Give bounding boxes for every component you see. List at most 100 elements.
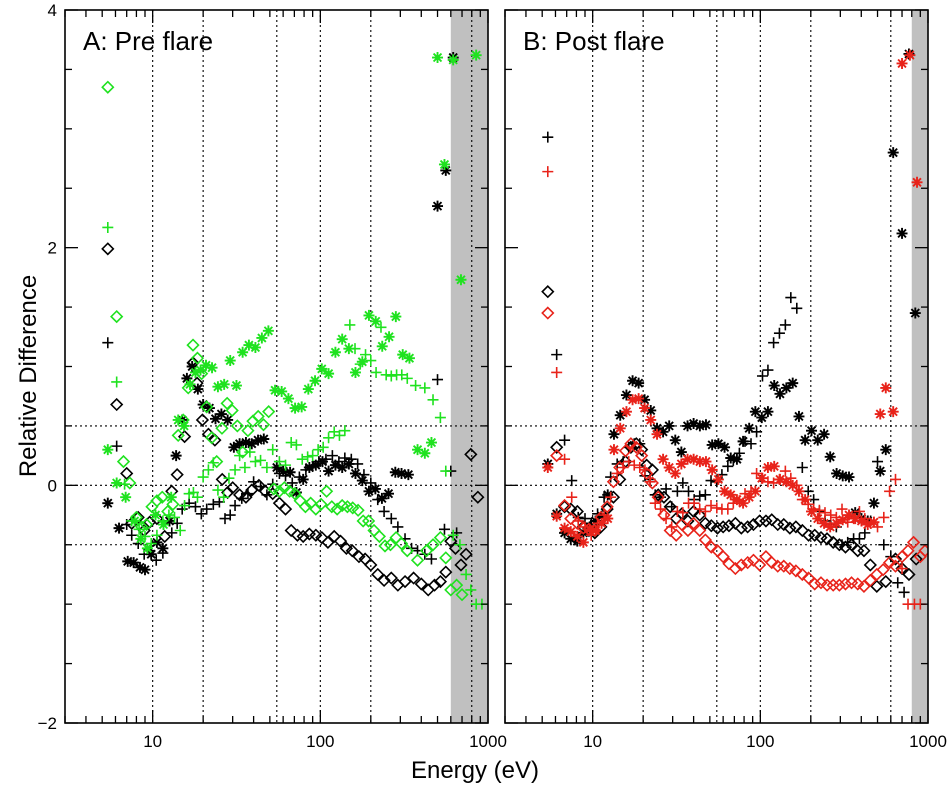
diamond-marker [345, 544, 359, 558]
diamond-marker [857, 579, 871, 593]
diamond-marker [693, 523, 707, 538]
asterisk-marker [402, 469, 414, 481]
asterisk-marker [134, 561, 146, 573]
diamond-marker [241, 424, 255, 438]
asterisk-marker [139, 564, 151, 576]
plus-marker [694, 490, 706, 502]
plus-marker [267, 444, 279, 456]
plus-marker [133, 523, 145, 535]
diamond-marker [419, 544, 434, 558]
diamond-marker [352, 550, 366, 564]
asterisk-marker [657, 426, 669, 438]
plus-marker [242, 488, 254, 500]
diamond-marker [427, 578, 442, 592]
plus-marker [401, 372, 413, 384]
diamond-marker [564, 511, 578, 526]
diamond-marker [459, 547, 473, 561]
asterisk-marker [102, 497, 114, 509]
x-tick-label: 1000 [469, 732, 507, 751]
diamond-marker [252, 478, 266, 492]
plus-marker [872, 456, 884, 468]
asterisk-marker [645, 414, 657, 426]
asterisk-marker [675, 458, 687, 470]
plus-marker [249, 456, 261, 468]
asterisk-marker [269, 384, 281, 396]
asterisk-marker [256, 332, 268, 344]
plus-marker [859, 527, 871, 539]
plus-marker [440, 465, 452, 477]
asterisk-marker [542, 462, 554, 474]
diamond-marker [288, 487, 302, 501]
diamond-marker [123, 476, 137, 490]
asterisk-marker [383, 331, 395, 343]
asterisk-marker [651, 422, 663, 434]
asterisk-marker [129, 515, 141, 527]
diamond-marker [364, 558, 378, 572]
asterisk-marker [849, 507, 861, 519]
asterisk-marker [633, 377, 645, 389]
plus-marker [280, 459, 292, 471]
diamond-marker [752, 558, 767, 572]
plus-marker [419, 382, 431, 394]
plus-marker [378, 505, 390, 517]
asterisk-marker [806, 425, 818, 437]
asterisk-marker [329, 346, 341, 358]
plus-marker [559, 453, 571, 465]
plus-marker [842, 536, 854, 548]
plus-marker [460, 568, 472, 580]
plus-marker [836, 539, 848, 551]
diamond-marker [394, 536, 409, 551]
asterisk-marker [163, 515, 175, 527]
plus-marker [224, 509, 236, 521]
plus-marker [202, 464, 214, 476]
diamond-marker [400, 544, 414, 558]
plus-marker [768, 337, 780, 349]
plus-marker [392, 521, 404, 533]
x-tick-label: 100 [746, 732, 774, 751]
asterisk-marker [688, 418, 700, 430]
asterisk-marker [620, 406, 632, 418]
asterisk-marker [323, 465, 335, 477]
plus-marker [229, 500, 241, 512]
diamond-marker [606, 475, 621, 489]
asterisk-marker [756, 472, 768, 484]
asterisk-marker [349, 366, 361, 378]
plus-marker [229, 464, 241, 476]
diamond-marker [789, 520, 803, 534]
diamond-marker [888, 559, 903, 573]
plus-marker [639, 464, 651, 476]
plus-marker [317, 441, 329, 453]
diamond-marker [746, 553, 761, 567]
plus-marker [197, 471, 209, 483]
asterisk-marker [577, 536, 589, 548]
plus-marker [111, 440, 123, 452]
asterisk-marker [178, 420, 190, 432]
asterisk-marker [627, 394, 639, 406]
diamond-marker [901, 544, 915, 558]
diamond-marker [669, 528, 683, 542]
asterisk-marker [855, 515, 867, 527]
plus-marker [853, 533, 865, 545]
asterisk-marker [551, 510, 563, 522]
plus-marker [119, 478, 131, 490]
asterisk-marker [694, 456, 706, 468]
plus-marker [169, 511, 181, 523]
plus-marker [542, 131, 554, 143]
plus-marker [655, 503, 667, 515]
diamond-marker [296, 529, 310, 544]
diamond-marker [433, 530, 448, 545]
diamond-marker [372, 529, 387, 544]
plus-marker [878, 511, 890, 523]
asterisk-marker [224, 355, 236, 367]
asterisk-marker [904, 49, 916, 61]
asterisk-marker [688, 453, 700, 465]
data-points [101, 49, 488, 610]
plus-marker [218, 491, 230, 503]
plus-marker [649, 497, 661, 509]
plus-marker [722, 460, 734, 472]
asterisk-marker [432, 52, 444, 64]
diamond-marker [455, 588, 469, 602]
diamond-marker [327, 529, 341, 544]
panel-label: A: Pre flare [83, 26, 213, 56]
plus-marker [312, 444, 324, 456]
